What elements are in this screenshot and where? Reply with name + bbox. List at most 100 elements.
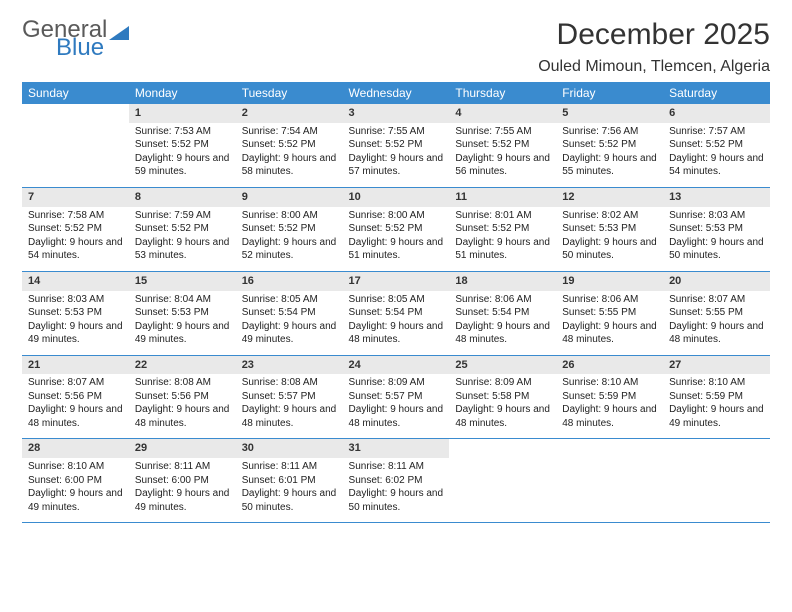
day-number: 23: [236, 355, 343, 374]
day-cell: Sunrise: 7:56 AMSunset: 5:52 PMDaylight:…: [556, 123, 663, 188]
title-month: December 2025: [538, 18, 770, 52]
daylight-text: Daylight: 9 hours and 58 minutes.: [242, 152, 337, 179]
logo: General Blue: [22, 18, 129, 60]
sunset-text: Sunset: 5:57 PM: [349, 390, 444, 404]
detail-row: Sunrise: 8:10 AMSunset: 6:00 PMDaylight:…: [22, 458, 770, 523]
logo-text: General Blue: [22, 18, 129, 60]
day-number: 1: [129, 104, 236, 123]
sunrise-text: Sunrise: 8:00 AM: [242, 209, 337, 223]
sunrise-text: Sunrise: 8:04 AM: [135, 293, 230, 307]
daylight-text: Daylight: 9 hours and 49 minutes.: [135, 487, 230, 514]
daylight-text: Daylight: 9 hours and 49 minutes.: [28, 320, 123, 347]
daylight-text: Daylight: 9 hours and 48 minutes.: [455, 320, 550, 347]
sunrise-text: Sunrise: 8:10 AM: [28, 460, 123, 474]
day-number: 27: [663, 355, 770, 374]
daylight-text: Daylight: 9 hours and 49 minutes.: [135, 320, 230, 347]
weekday-header: Monday: [129, 82, 236, 104]
sunrise-text: Sunrise: 8:06 AM: [562, 293, 657, 307]
sunrise-text: Sunrise: 8:07 AM: [669, 293, 764, 307]
day-cell: Sunrise: 8:02 AMSunset: 5:53 PMDaylight:…: [556, 207, 663, 272]
daylight-text: Daylight: 9 hours and 50 minutes.: [669, 236, 764, 263]
daynum-row: 21222324252627: [22, 355, 770, 374]
day-number: 25: [449, 355, 556, 374]
sunset-text: Sunset: 5:55 PM: [669, 306, 764, 320]
day-number: [22, 104, 129, 123]
daylight-text: Daylight: 9 hours and 48 minutes.: [349, 320, 444, 347]
sunrise-text: Sunrise: 8:02 AM: [562, 209, 657, 223]
sunset-text: Sunset: 5:56 PM: [135, 390, 230, 404]
day-cell: [556, 458, 663, 523]
day-number: 20: [663, 271, 770, 290]
day-number: 24: [343, 355, 450, 374]
day-cell: Sunrise: 7:53 AMSunset: 5:52 PMDaylight:…: [129, 123, 236, 188]
day-cell: Sunrise: 8:11 AMSunset: 6:00 PMDaylight:…: [129, 458, 236, 523]
sunset-text: Sunset: 5:59 PM: [562, 390, 657, 404]
daylight-text: Daylight: 9 hours and 48 minutes.: [562, 403, 657, 430]
day-number: 4: [449, 104, 556, 123]
sunset-text: Sunset: 5:52 PM: [135, 222, 230, 236]
day-cell: Sunrise: 7:57 AMSunset: 5:52 PMDaylight:…: [663, 123, 770, 188]
daylight-text: Daylight: 9 hours and 49 minutes.: [28, 487, 123, 514]
day-number: [449, 439, 556, 458]
daylight-text: Daylight: 9 hours and 49 minutes.: [669, 403, 764, 430]
sunrise-text: Sunrise: 8:10 AM: [562, 376, 657, 390]
sunrise-text: Sunrise: 7:53 AM: [135, 125, 230, 139]
title-block: December 2025 Ouled Mimoun, Tlemcen, Alg…: [538, 18, 770, 76]
day-number: 3: [343, 104, 450, 123]
sunset-text: Sunset: 5:54 PM: [242, 306, 337, 320]
calendar-page: General Blue December 2025 Ouled Mimoun,…: [0, 0, 792, 541]
daylight-text: Daylight: 9 hours and 48 minutes.: [242, 403, 337, 430]
day-number: 11: [449, 187, 556, 206]
sunrise-text: Sunrise: 7:58 AM: [28, 209, 123, 223]
day-number: 15: [129, 271, 236, 290]
day-number: 13: [663, 187, 770, 206]
sunset-text: Sunset: 6:01 PM: [242, 474, 337, 488]
sunrise-text: Sunrise: 8:09 AM: [455, 376, 550, 390]
sunset-text: Sunset: 5:54 PM: [455, 306, 550, 320]
weekday-header: Wednesday: [343, 82, 450, 104]
sunset-text: Sunset: 5:54 PM: [349, 306, 444, 320]
sunrise-text: Sunrise: 8:03 AM: [669, 209, 764, 223]
day-cell: Sunrise: 8:05 AMSunset: 5:54 PMDaylight:…: [343, 291, 450, 356]
sunset-text: Sunset: 5:53 PM: [28, 306, 123, 320]
weekday-header: Friday: [556, 82, 663, 104]
daylight-text: Daylight: 9 hours and 50 minutes.: [562, 236, 657, 263]
day-cell: Sunrise: 8:08 AMSunset: 5:56 PMDaylight:…: [129, 374, 236, 439]
sunrise-text: Sunrise: 8:10 AM: [669, 376, 764, 390]
daylight-text: Daylight: 9 hours and 48 minutes.: [455, 403, 550, 430]
day-cell: [22, 123, 129, 188]
sunrise-text: Sunrise: 7:55 AM: [349, 125, 444, 139]
day-cell: Sunrise: 7:59 AMSunset: 5:52 PMDaylight:…: [129, 207, 236, 272]
day-number: 12: [556, 187, 663, 206]
day-cell: Sunrise: 8:00 AMSunset: 5:52 PMDaylight:…: [236, 207, 343, 272]
day-number: 22: [129, 355, 236, 374]
day-cell: Sunrise: 8:05 AMSunset: 5:54 PMDaylight:…: [236, 291, 343, 356]
daylight-text: Daylight: 9 hours and 48 minutes.: [135, 403, 230, 430]
day-cell: Sunrise: 7:55 AMSunset: 5:52 PMDaylight:…: [449, 123, 556, 188]
page-header: General Blue December 2025 Ouled Mimoun,…: [22, 18, 770, 76]
sunrise-text: Sunrise: 8:09 AM: [349, 376, 444, 390]
sunset-text: Sunset: 5:52 PM: [562, 138, 657, 152]
sunset-text: Sunset: 6:00 PM: [135, 474, 230, 488]
weekday-header: Thursday: [449, 82, 556, 104]
daylight-text: Daylight: 9 hours and 56 minutes.: [455, 152, 550, 179]
weekday-header-row: Sunday Monday Tuesday Wednesday Thursday…: [22, 82, 770, 104]
day-number: 8: [129, 187, 236, 206]
day-number: 14: [22, 271, 129, 290]
daylight-text: Daylight: 9 hours and 57 minutes.: [349, 152, 444, 179]
day-number: 26: [556, 355, 663, 374]
day-cell: Sunrise: 8:03 AMSunset: 5:53 PMDaylight:…: [663, 207, 770, 272]
sunrise-text: Sunrise: 8:05 AM: [242, 293, 337, 307]
detail-row: Sunrise: 7:58 AMSunset: 5:52 PMDaylight:…: [22, 207, 770, 272]
detail-row: Sunrise: 7:53 AMSunset: 5:52 PMDaylight:…: [22, 123, 770, 188]
day-cell: Sunrise: 7:55 AMSunset: 5:52 PMDaylight:…: [343, 123, 450, 188]
sunset-text: Sunset: 5:52 PM: [669, 138, 764, 152]
daylight-text: Daylight: 9 hours and 53 minutes.: [135, 236, 230, 263]
day-cell: Sunrise: 8:03 AMSunset: 5:53 PMDaylight:…: [22, 291, 129, 356]
daylight-text: Daylight: 9 hours and 49 minutes.: [242, 320, 337, 347]
sunset-text: Sunset: 5:53 PM: [135, 306, 230, 320]
day-cell: Sunrise: 8:09 AMSunset: 5:57 PMDaylight:…: [343, 374, 450, 439]
sunrise-text: Sunrise: 8:07 AM: [28, 376, 123, 390]
daylight-text: Daylight: 9 hours and 55 minutes.: [562, 152, 657, 179]
sunrise-text: Sunrise: 7:59 AM: [135, 209, 230, 223]
